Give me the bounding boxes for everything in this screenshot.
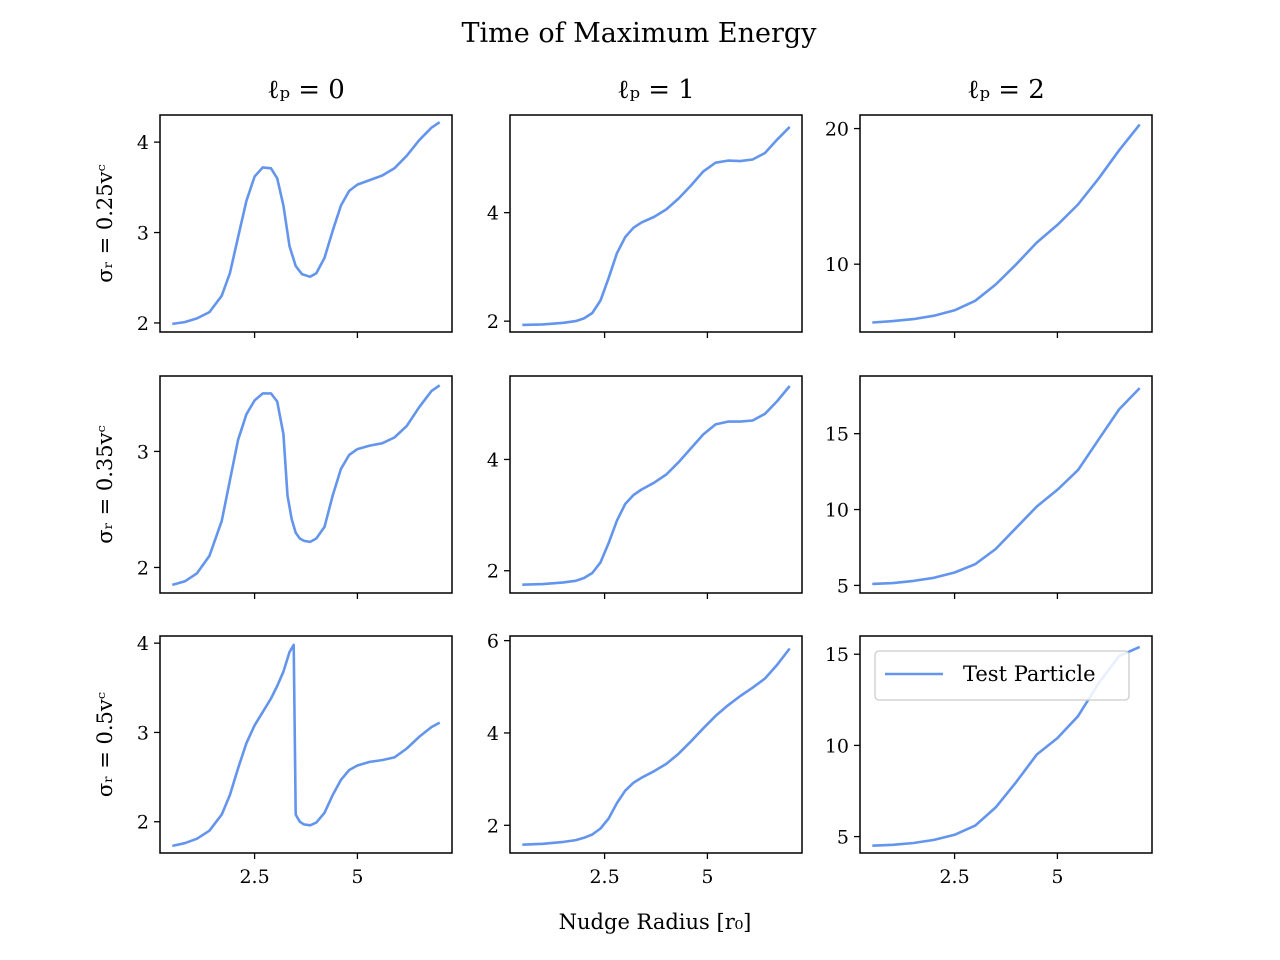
y-tick-label: 3 [137,722,149,744]
y-tick-label: 15 [825,644,849,666]
y-tick-label: 2 [487,561,499,583]
y-tick-label: 4 [137,132,149,154]
y-tick-label: 10 [825,500,849,522]
y-tick-label: 2 [137,313,149,335]
series-line [872,387,1141,586]
figure-title: Time of Maximum Energy [462,18,818,49]
y-tick-label: 6 [487,631,499,653]
column-title: ℓₚ = 0 [267,75,345,105]
y-tick-label: 10 [825,735,849,757]
x-tick-label: 2.5 [939,866,969,888]
x-tick-label: 2.5 [589,866,619,888]
y-tick-label: 5 [837,575,849,597]
subplot-r3-c1: 2 3 4 2.5 5 σᵣ = 0.5vᶜ [93,633,453,888]
x-tick-label: 5 [1051,866,1063,888]
axes-frame [859,635,1153,854]
axes-frame [159,375,453,594]
x-axis-label: Nudge Radius [r₀] [559,910,752,934]
y-tick-label: 2 [487,311,499,333]
y-tick-label: 4 [487,203,499,225]
legend: Test Particle [874,650,1130,701]
series-line [172,121,441,326]
row-label: σᵣ = 0.5vᶜ [93,692,117,797]
series-line [522,385,791,586]
series-line [172,643,441,848]
series-line [872,123,1141,324]
column-title: ℓₚ = 1 [617,75,695,105]
y-tick-label: 2 [487,815,499,837]
series-line [522,125,791,327]
column-title: ℓₚ = 2 [967,75,1045,105]
series-line [522,647,791,846]
y-tick-label: 10 [825,254,849,276]
legend-box [874,650,1130,701]
series-line [171,384,441,587]
axes-frame [859,114,1153,333]
y-tick-label: 5 [837,827,849,849]
subplot-r3-c3: 5 10 15 2.5 5 Test Particle [825,635,1153,888]
y-tick-label: 20 [825,119,849,141]
x-tick-label: 5 [701,866,713,888]
y-tick-label: 3 [137,441,149,463]
x-tick-label: 2.5 [239,866,269,888]
row-label: σᵣ = 0.25vᶜ [93,164,117,282]
axes-frame [509,114,803,333]
y-tick-label: 15 [825,424,849,446]
y-tick-label: 4 [487,723,499,745]
x-tick-label: 5 [351,866,363,888]
axes-frame [509,375,803,594]
y-tick-label: 3 [137,223,149,245]
subplot-r3-c2: 2 4 6 2.5 5 [487,631,803,888]
subplot-r1-c3: 10 20 ℓₚ = 2 [825,75,1153,338]
subplot-r2-c3: 5 10 15 [825,375,1153,599]
subplot-r1-c1: 2 3 4 ℓₚ = 0 σᵣ = 0.25vᶜ [93,75,453,338]
axes-frame [159,635,453,854]
axes-frame [159,114,453,333]
subplot-r2-c2: 24 [487,375,803,599]
y-tick-label: 4 [137,633,149,655]
subplot-r1-c2: 2 4 ℓₚ = 1 [487,75,803,338]
legend-label: Test Particle [963,662,1096,686]
axes-frame [859,375,1153,594]
row-label: σᵣ = 0.35vᶜ [93,425,117,543]
y-tick-label: 2 [137,557,149,579]
subplot-r2-c1: 2 3 σᵣ = 0.35vᶜ [93,375,453,599]
y-tick-label: 2 [137,812,149,834]
y-tick-label: 4 [487,449,499,471]
axes-frame [509,635,803,854]
